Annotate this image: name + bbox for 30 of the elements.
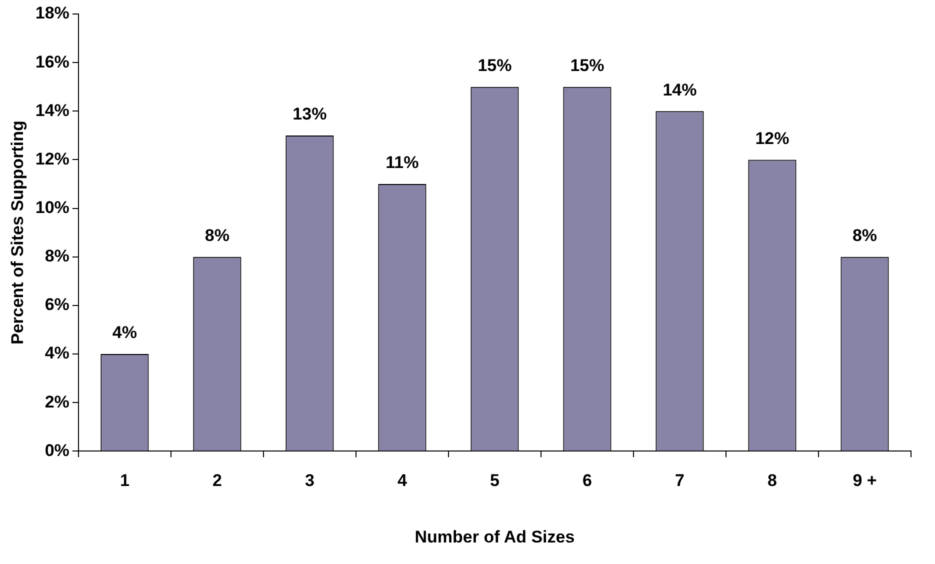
- y-tick-label: 0%: [44, 440, 70, 460]
- y-tick-label: 18%: [35, 4, 70, 23]
- y-tick-label: 14%: [35, 100, 70, 120]
- x-tick-label: 2: [212, 471, 222, 490]
- data-label: 8%: [852, 226, 878, 246]
- y-tick-label: 6%: [44, 295, 70, 314]
- x-tick-label: 1: [120, 471, 130, 490]
- data-label: 14%: [662, 80, 697, 100]
- data-label: 8%: [204, 226, 230, 246]
- y-tick-label: 12%: [35, 149, 70, 168]
- data-label: 15%: [570, 56, 604, 76]
- x-tick-label: 4: [397, 471, 408, 490]
- x-tick-label: 5: [490, 471, 500, 490]
- data-label: 11%: [386, 153, 419, 172]
- x-tick-label: 3: [304, 471, 314, 490]
- x-tick-label: 7: [674, 471, 684, 490]
- x-tick-label: 6: [582, 471, 592, 490]
- x-axis-title: Number of Ad Sizes: [414, 527, 575, 546]
- x-tick-label: 8: [768, 471, 777, 490]
- data-label: 15%: [478, 56, 512, 76]
- data-label: 12%: [755, 128, 790, 148]
- y-tick-label: 4%: [44, 344, 70, 363]
- y-tick-label: 10%: [35, 198, 70, 217]
- data-label: 4%: [112, 323, 137, 342]
- x-tick-label: 9 +: [852, 471, 877, 490]
- y-axis-title: Percent of Sites Supporting: [8, 120, 27, 345]
- y-tick-label: 2%: [44, 392, 70, 412]
- y-tick-label: 16%: [35, 52, 70, 72]
- y-tick-label: 8%: [44, 246, 70, 266]
- data-label: 13%: [292, 104, 327, 124]
